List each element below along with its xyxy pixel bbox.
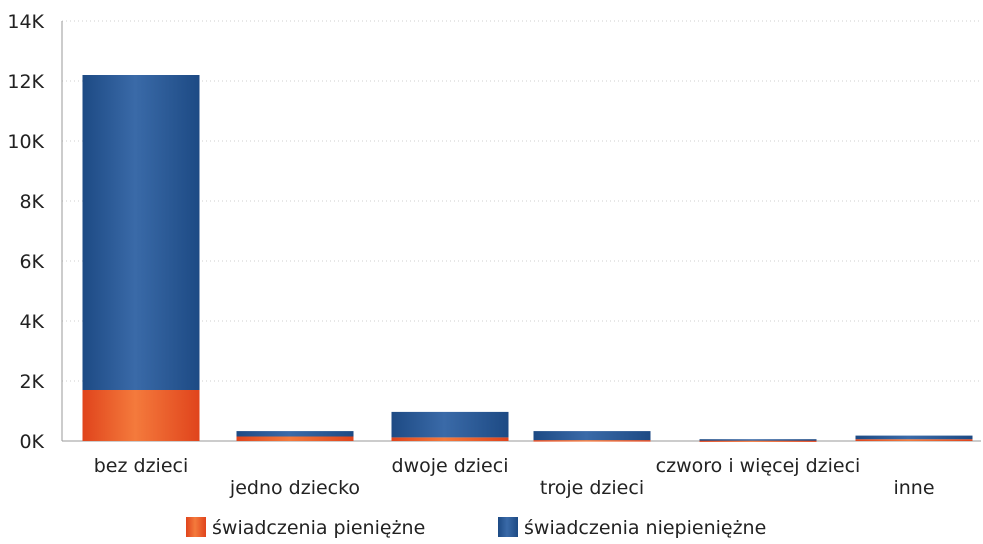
bar-segment-pieniezne xyxy=(82,390,200,441)
y-tick-label: 10K xyxy=(7,131,44,153)
bar-segment-niepieniezne xyxy=(533,431,651,441)
bars xyxy=(82,75,973,442)
bar-segment-niepieniezne xyxy=(82,75,200,390)
bar-segment-pieniezne xyxy=(236,436,354,441)
legend-label: świadczenia pieniężne xyxy=(212,517,425,539)
legend-label: świadczenia niepieniężne xyxy=(524,517,766,539)
y-tick-label: 8K xyxy=(19,191,44,213)
category-label: dwoje dzieci xyxy=(392,455,509,477)
legend: świadczenia pieniężne świadczenia niepien… xyxy=(186,517,766,539)
y-tick-label: 6K xyxy=(19,251,44,273)
y-tick-label: 0K xyxy=(19,431,44,453)
bar-segment-niepieniezne xyxy=(699,439,817,441)
category-labels: bez dzieci jedno dziecko dwoje dzieci troje… xyxy=(94,455,935,499)
category-label: bez dzieci xyxy=(94,455,189,477)
legend-item: świadczenia niepieniężne xyxy=(498,517,766,539)
category-label: czworo i więcej dzieci xyxy=(656,455,861,477)
legend-swatch xyxy=(186,517,206,537)
legend-swatch xyxy=(498,517,518,537)
category-label: inne xyxy=(893,477,934,499)
bar-segment-pieniezne xyxy=(391,437,509,441)
y-tick-label: 4K xyxy=(19,311,44,333)
y-tick-labels: 0K 2K 4K 6K 8K 10K 12K 14K xyxy=(7,11,44,453)
bar-segment-niepieniezne xyxy=(236,431,354,437)
axes xyxy=(61,21,981,442)
bar-segment-pieniezne xyxy=(699,440,817,442)
bar-segment-niepieniezne xyxy=(855,435,973,440)
category-label: troje dzieci xyxy=(540,477,644,499)
grid-lines xyxy=(62,20,981,382)
y-tick-label: 14K xyxy=(7,11,44,33)
y-tick-label: 12K xyxy=(7,71,44,93)
bar-segment-pieniezne xyxy=(533,440,651,442)
bar-segment-pieniezne xyxy=(855,439,973,441)
category-label: jedno dziecko xyxy=(229,477,360,499)
legend-item: świadczenia pieniężne xyxy=(186,517,425,539)
y-tick-label: 2K xyxy=(19,371,44,393)
bar-segment-niepieniezne xyxy=(391,411,509,438)
